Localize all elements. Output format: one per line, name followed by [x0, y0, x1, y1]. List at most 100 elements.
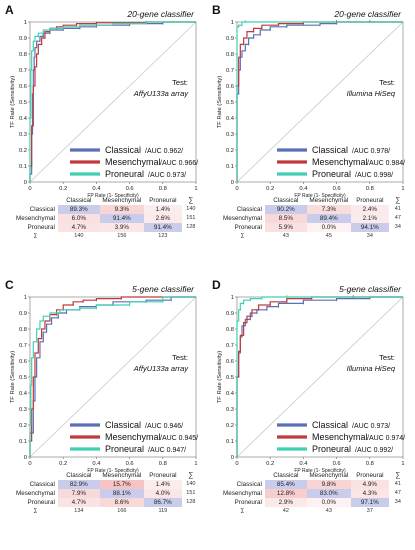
column-totals-row: ∑ 140 156 123: [16, 232, 200, 240]
diagonal-cell: 85.4%: [264, 480, 307, 489]
y-tick-label: 0.7: [226, 68, 234, 74]
confusion-table: Classical Mesenchymal Proneural ∑ Classi…: [16, 471, 200, 515]
y-tick-label: 0.8: [226, 52, 234, 58]
row-total: 34: [394, 499, 401, 505]
col-header: Classical: [273, 197, 299, 204]
row-label: Proneural: [234, 224, 262, 231]
legend-auc-classical: /AUC 0.962/: [145, 148, 183, 155]
x-tick-label: 0.6: [333, 461, 341, 467]
off-diagonal-cell: 0.0%: [306, 223, 351, 232]
legend-label-proneural: Proneural: [312, 444, 351, 454]
column-total: 119: [158, 508, 168, 514]
y-tick-label: 0.4: [19, 116, 28, 122]
diagonal-cell: 97.1%: [350, 498, 389, 507]
y-tick-label: 0.4: [19, 391, 28, 397]
off-diagonal-cell: 8.5%: [264, 214, 307, 223]
confusion-row: Mesenchymal 6.0% 91.4% 2.6% 151: [16, 214, 200, 223]
y-tick-label: 0.6: [226, 359, 234, 365]
legend-auc-mesenchymal: /AUC 0.974/: [367, 435, 405, 442]
off-diagonal-cell: 9.8%: [306, 480, 351, 489]
column-total: 43: [282, 233, 289, 239]
legend-auc-proneural: /AUC 0.947/: [148, 447, 186, 454]
row-label: Classical: [29, 481, 55, 488]
panel-letter: B: [212, 3, 221, 17]
legend-auc-proneural: /AUC 0.998/: [355, 172, 393, 179]
column-total: 134: [74, 508, 84, 514]
row-label: Mesenchymal: [16, 215, 55, 222]
x-tick-label: 0: [28, 461, 31, 467]
x-axis-label: FP Rate (1- Specificity): [87, 193, 139, 199]
legend-label-proneural: Proneural: [105, 444, 144, 454]
off-diagonal-cell: 0.0%: [306, 498, 351, 507]
roc-panel: B 20-gene classifier 0 0.1 0.2 0.3 0.4 0.5 0.6 0.…: [207, 0, 414, 275]
y-tick-label: 0.7: [226, 343, 234, 349]
y-tick-label: 1: [231, 20, 234, 26]
off-diagonal-cell: 15.7%: [99, 480, 144, 489]
y-tick-label: 0: [231, 455, 234, 461]
y-tick-label: 0.5: [226, 375, 234, 381]
column-total: 34: [366, 233, 373, 239]
panel-letter: C: [5, 278, 14, 292]
platform-label: Illumina HiSeq: [347, 364, 396, 373]
legend-label-mesenchymal: Mesenchymal: [105, 157, 161, 167]
row-total: 128: [186, 499, 196, 505]
x-tick-label: 0.8: [366, 461, 374, 467]
row-label: Mesenchymal: [223, 215, 262, 222]
roc-panel: A 20-gene classifier 0 0.1 0.2 0.3 0.4 0.5 0.6 0.…: [0, 0, 207, 275]
off-diagonal-cell: 7.3%: [306, 205, 351, 214]
roc-curve-proneural: [29, 296, 196, 457]
off-diagonal-cell: 5.9%: [264, 223, 307, 232]
y-tick-label: 0.6: [226, 84, 234, 90]
row-total: 41: [394, 481, 401, 487]
off-diagonal-cell: 8.6%: [99, 498, 144, 507]
column-total: 166: [117, 508, 127, 514]
classifier-title: 5-gene classifier: [339, 284, 402, 294]
legend-label-classical: Classical: [105, 145, 141, 155]
y-tick-label: 1: [24, 295, 27, 301]
column-total: 37: [366, 508, 373, 514]
platform-label: AffyU133a array: [133, 364, 189, 373]
legend-label-proneural: Proneural: [105, 169, 144, 179]
legend-auc-mesenchymal: /AUC 0.945/: [160, 435, 198, 442]
y-tick-label: 0.6: [19, 359, 27, 365]
roc-curve-mesenchymal: [236, 21, 403, 182]
col-header: Proneural: [149, 197, 177, 204]
diagonal-cell: 90.2%: [264, 205, 307, 214]
platform-label: AffyU133a array: [133, 89, 189, 98]
y-tick-label: 0.8: [19, 52, 27, 58]
col-header: Proneural: [356, 197, 384, 204]
y-axis-label: TF Rate (Sensitivity): [10, 76, 16, 129]
row-label: Mesenchymal: [223, 490, 262, 497]
y-tick-label: 0.1: [226, 164, 234, 170]
x-tick-label: 0.6: [126, 186, 134, 192]
legend-auc-proneural: /AUC 0.992/: [355, 447, 393, 454]
off-diagonal-cell: 4.0%: [143, 489, 182, 498]
x-axis-label: FP Rate (1- Specificity): [294, 468, 346, 474]
row-total: 128: [186, 224, 196, 230]
y-tick-label: 0.5: [19, 375, 27, 381]
confusion-row: Classical 82.9% 15.7% 1.4% 140: [16, 480, 200, 489]
test-label: Test:: [172, 78, 188, 87]
off-diagonal-cell: 2.6%: [143, 214, 182, 223]
col-header: Classical: [66, 472, 92, 479]
confusion-row: Mesenchymal 8.5% 89.4% 2.1% 47: [223, 214, 407, 223]
x-tick-label: 0.8: [366, 186, 374, 192]
column-total: 43: [325, 508, 332, 514]
x-tick-label: 0.8: [159, 461, 167, 467]
x-tick-label: 0.4: [299, 186, 308, 192]
diagonal-cell: 94.1%: [350, 223, 389, 232]
y-tick-label: 0.7: [19, 343, 27, 349]
test-label: Test:: [172, 353, 188, 362]
y-tick-label: 0.8: [19, 327, 27, 333]
y-tick-label: 0.2: [226, 423, 234, 429]
confusion-row: Mesenchymal 7.9% 88.1% 4.0% 151: [16, 489, 200, 498]
roc-curve-mesenchymal: [29, 296, 196, 457]
confusion-header-row: Classical Mesenchymal Proneural ∑: [223, 196, 407, 205]
diagonal-cell: 88.1%: [99, 489, 144, 498]
off-diagonal-cell: 4.7%: [57, 223, 100, 232]
col-header: Mesenchymal: [102, 472, 142, 479]
column-total: 156: [117, 233, 127, 239]
x-tick-label: 1: [401, 461, 404, 467]
row-total: 41: [394, 206, 401, 212]
diagonal-cell: 89.3%: [57, 205, 100, 214]
